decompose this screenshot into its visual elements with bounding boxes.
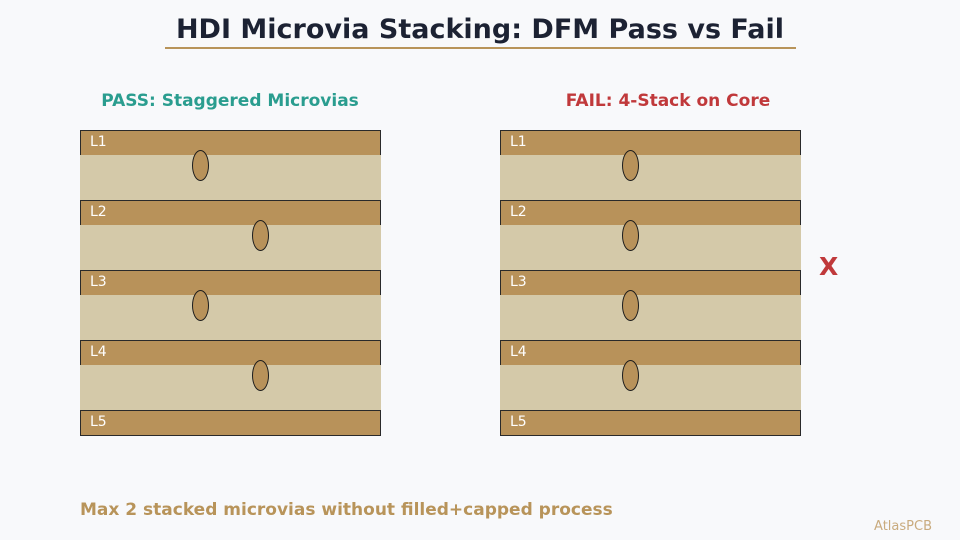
microvia [622, 150, 639, 181]
copper-layer: L5 [500, 410, 801, 436]
microvia [192, 290, 209, 321]
microvia [622, 290, 639, 321]
copper-layer: L2 [500, 200, 801, 226]
layer-label: L3 [90, 274, 107, 290]
footnote: Max 2 stacked microvias without filled+c… [80, 500, 613, 520]
layer-label: L2 [90, 204, 107, 220]
title-underline [165, 47, 796, 49]
copper-layer: L4 [80, 340, 381, 366]
copper-layer: L3 [80, 270, 381, 296]
dielectric-layer [80, 365, 381, 410]
microvia [252, 360, 269, 391]
fail-x-mark: X [819, 252, 839, 281]
dielectric-layer [500, 155, 801, 200]
copper-layer: L4 [500, 340, 801, 366]
layer-label: L1 [90, 134, 107, 150]
layer-label: L2 [510, 204, 527, 220]
layer-label: L1 [510, 134, 527, 150]
brand-watermark: AtlasPCB [874, 519, 932, 534]
dielectric-layer [500, 225, 801, 270]
pass-stackup: L1 L2 L3 L4 L5 [80, 130, 381, 436]
layer-label: L3 [510, 274, 527, 290]
microvia [622, 220, 639, 251]
microvia [622, 360, 639, 391]
dielectric-layer [80, 295, 381, 340]
fail-heading: FAIL: 4-Stack on Core [565, 91, 771, 111]
dielectric-layer [500, 365, 801, 410]
copper-layer: L1 [80, 130, 381, 156]
layer-label: L4 [510, 344, 527, 360]
copper-layer: L5 [80, 410, 381, 436]
fail-stackup: L1 L2 L3 L4 L5 [500, 130, 801, 436]
layer-label: L5 [90, 414, 107, 430]
dielectric-layer [80, 225, 381, 270]
pass-heading: PASS: Staggered Microvias [101, 91, 359, 111]
copper-layer: L1 [500, 130, 801, 156]
layer-label: L4 [90, 344, 107, 360]
microvia [192, 150, 209, 181]
dielectric-layer [500, 295, 801, 340]
dielectric-layer [80, 155, 381, 200]
microvia [252, 220, 269, 251]
copper-layer: L3 [500, 270, 801, 296]
copper-layer: L2 [80, 200, 381, 226]
layer-label: L5 [510, 414, 527, 430]
page-title: HDI Microvia Stacking: DFM Pass vs Fail [175, 14, 785, 45]
